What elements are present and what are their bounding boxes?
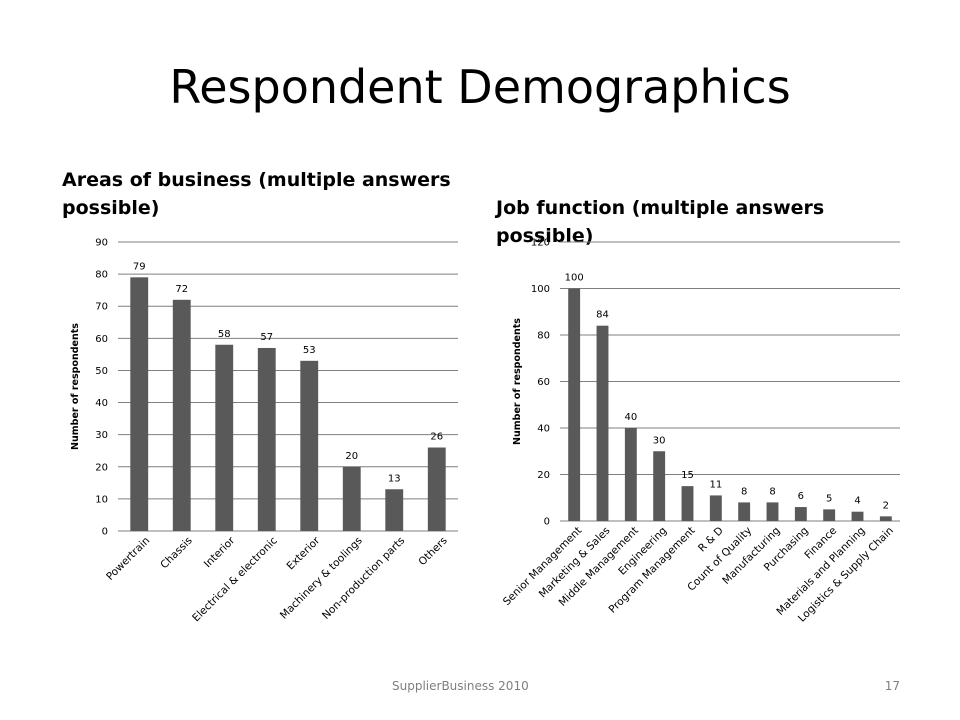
- data-label: 58: [218, 329, 231, 340]
- bar-powertrain: [130, 277, 149, 531]
- data-label: 6: [798, 491, 804, 502]
- y-tick-label: 20: [537, 470, 550, 481]
- page-number: 17: [884, 679, 900, 693]
- bar-purchasing: [794, 507, 807, 521]
- bar-middle-management: [624, 428, 637, 521]
- data-label: 72: [175, 284, 188, 295]
- bar-program-management: [681, 486, 694, 521]
- x-tick-label: Chassis: [158, 535, 195, 572]
- y-tick-label: 30: [95, 430, 108, 441]
- data-label: 15: [681, 470, 694, 481]
- bar-finance: [823, 509, 836, 521]
- x-tick-label: Exterior: [285, 534, 323, 572]
- slide-title: Respondent Demographics: [169, 60, 791, 114]
- data-label: 13: [388, 473, 401, 484]
- areas-of-business-chart: 0 10 20 30 40 50 60 70 80 90 79 Powertrain 72 Chassis…: [70, 238, 458, 624]
- y-tick-label: 0: [544, 517, 550, 528]
- data-label: 2: [883, 500, 889, 511]
- y-tick-label: 70: [95, 302, 108, 313]
- bar-others: [427, 447, 446, 531]
- data-label: 53: [303, 345, 316, 356]
- y-tick-label: 10: [95, 494, 108, 505]
- data-label: 20: [345, 451, 358, 462]
- y-tick-label: 80: [537, 331, 550, 342]
- footer-source: SupplierBusiness 2010: [392, 679, 529, 693]
- bar-logistics-supply-chain: [879, 516, 892, 521]
- y-tick-label: 60: [537, 377, 550, 388]
- x-tick-label: Interior: [202, 534, 238, 570]
- bar-r-d: [709, 495, 722, 521]
- y-tick-label: 90: [95, 238, 108, 249]
- bar-chassis: [172, 299, 191, 531]
- y-tick-label: 80: [95, 270, 108, 281]
- y-tick-label: 40: [95, 398, 108, 409]
- y-tick-label: 20: [95, 462, 108, 473]
- bar-machinery-toolings: [342, 466, 361, 531]
- bar-count-of-quality: [738, 502, 751, 521]
- bar-senior-management: [568, 288, 581, 521]
- bar-manufacturing: [766, 502, 779, 521]
- y-tick-label: 0: [102, 527, 108, 538]
- y-tick-label: 120: [531, 238, 550, 249]
- data-label: 79: [133, 261, 146, 272]
- y-axis-title: Number of respondents: [70, 323, 81, 450]
- y-tick-label: 40: [537, 424, 550, 435]
- bar-materials-and-planning: [851, 511, 864, 521]
- data-label: 57: [260, 332, 273, 343]
- data-label: 8: [769, 486, 775, 497]
- bar-interior: [215, 344, 234, 531]
- x-tick-label: Others: [416, 535, 449, 568]
- y-tick-label: 50: [95, 366, 108, 377]
- data-label: 8: [741, 486, 747, 497]
- y-axis-title: Number of respondents: [512, 318, 523, 445]
- bar-electrical-electronic: [257, 347, 276, 531]
- bar-marketing-sales: [596, 325, 609, 521]
- bar-non-production-parts: [385, 489, 404, 531]
- bar-engineering: [653, 451, 666, 521]
- bar-exterior: [300, 360, 319, 531]
- chart-title-areas-of-business: Areas of business (multiple answers poss…: [62, 169, 451, 219]
- data-label: 84: [596, 310, 609, 321]
- data-label: 4: [854, 496, 860, 507]
- x-tick-label: Powertrain: [104, 535, 152, 583]
- y-tick-label: 100: [531, 284, 550, 295]
- x-tick-label: Electrical & electronic: [190, 534, 280, 624]
- x-tick-label: Non-production parts: [320, 535, 407, 622]
- data-label: 11: [709, 479, 722, 490]
- data-label: 26: [430, 432, 443, 443]
- data-label: 30: [653, 435, 666, 446]
- x-tick-label: Machinery & toolings: [278, 535, 365, 622]
- data-label: 100: [565, 273, 584, 284]
- data-label: 40: [624, 412, 637, 423]
- data-label: 5: [826, 493, 832, 504]
- y-tick-label: 60: [95, 334, 108, 345]
